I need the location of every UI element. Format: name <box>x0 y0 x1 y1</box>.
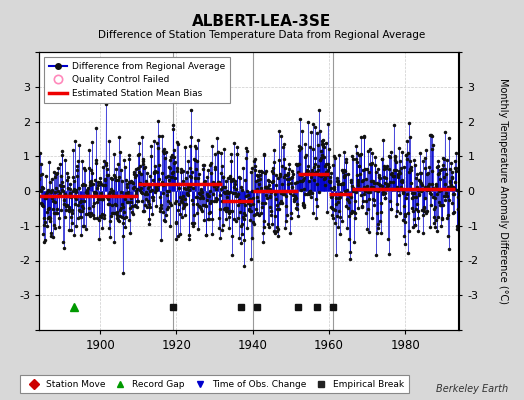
Text: ALBERT-LEA-3SE: ALBERT-LEA-3SE <box>192 14 332 29</box>
Y-axis label: Monthly Temperature Anomaly Difference (°C): Monthly Temperature Anomaly Difference (… <box>498 78 508 304</box>
Legend: Station Move, Record Gap, Time of Obs. Change, Empirical Break: Station Move, Record Gap, Time of Obs. C… <box>20 376 409 394</box>
Text: Berkeley Earth: Berkeley Earth <box>436 384 508 394</box>
Text: Difference of Station Temperature Data from Regional Average: Difference of Station Temperature Data f… <box>99 30 425 40</box>
Legend: Difference from Regional Average, Quality Control Failed, Estimated Station Mean: Difference from Regional Average, Qualit… <box>44 56 231 103</box>
